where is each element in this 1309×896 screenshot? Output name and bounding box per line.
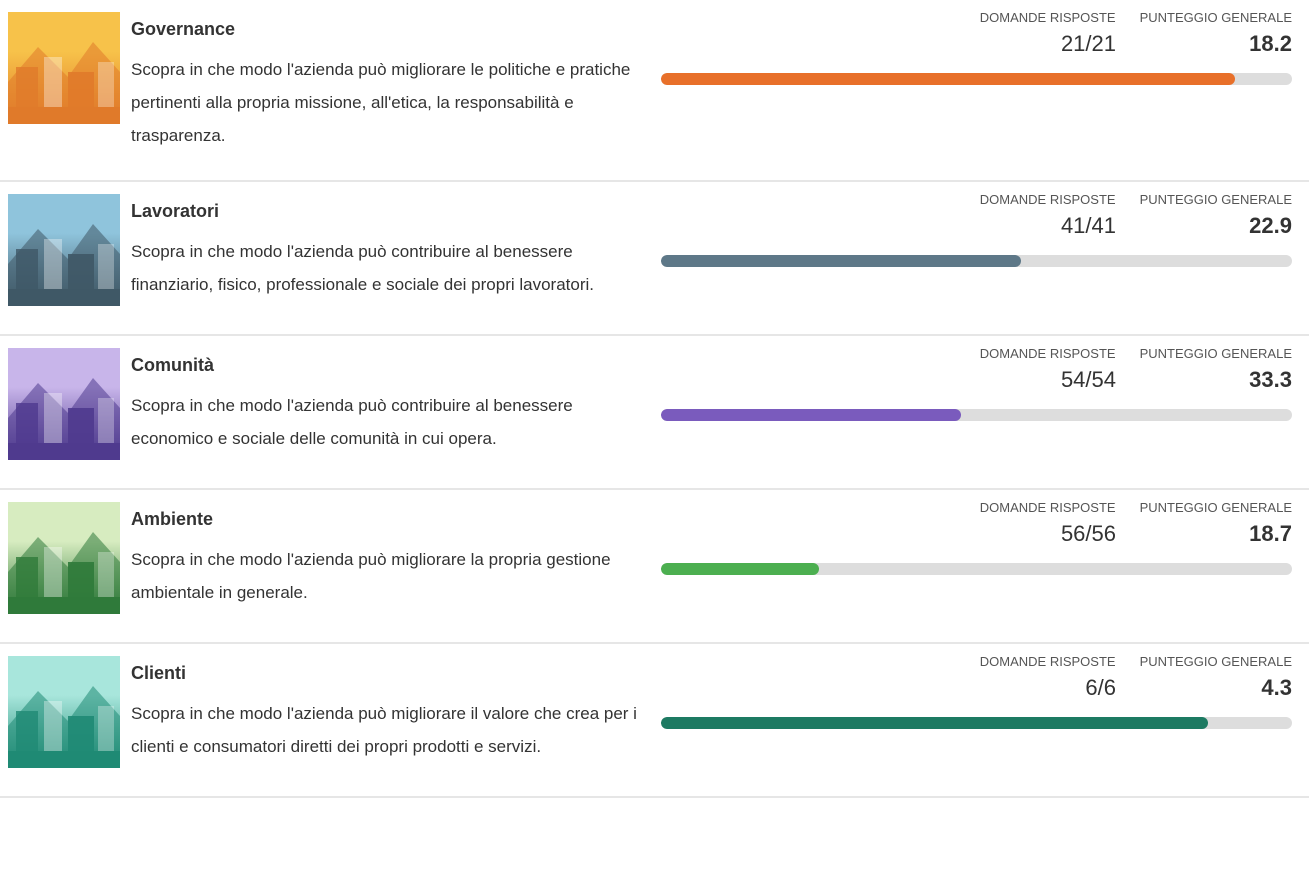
section-title: Lavoratori [131, 201, 220, 221]
progress-track [661, 717, 1292, 729]
score-label: PUNTEGGIO GENERALE [1139, 10, 1292, 25]
progress-track [661, 409, 1292, 421]
score-block: DOMANDE RISPOSTE PUNTEGGIO GENERALE 54/54 3… [661, 346, 1292, 421]
score-labels: DOMANDE RISPOSTE PUNTEGGIO GENERALE [661, 500, 1292, 515]
score-labels: DOMANDE RISPOSTE PUNTEGGIO GENERALE [661, 192, 1292, 207]
thumbnail-art [8, 532, 120, 614]
answered-label: DOMANDE RISPOSTE [979, 10, 1116, 25]
score-labels: DOMANDE RISPOSTE PUNTEGGIO GENERALE [661, 10, 1292, 25]
answered-value: 21/21 [1060, 31, 1116, 56]
score-label: PUNTEGGIO GENERALE [1139, 346, 1292, 361]
thumbnail [8, 502, 120, 614]
text-block: Lavoratori Scopra in che modo l'azienda p… [131, 194, 641, 306]
thumbnail [8, 194, 120, 306]
text-block: Ambiente Scopra in che modo l'azienda può… [131, 502, 641, 614]
thumbnail [8, 656, 120, 768]
progress-track [661, 73, 1292, 85]
impact-row: Governance Scopra in che modo l'azienda p… [0, 0, 1309, 182]
thumbnail-art [8, 686, 120, 768]
answered-label: DOMANDE RISPOSTE [979, 192, 1116, 207]
score-values: 21/21 18.2 [661, 31, 1292, 57]
section-description: Scopra in che modo l'azienda può contrib… [131, 242, 595, 294]
progress-fill [661, 717, 1209, 729]
section-title: Ambiente [131, 509, 214, 529]
section-description: Scopra in che modo l'azienda può miglior… [131, 60, 631, 145]
score-values: 54/54 33.3 [661, 367, 1292, 393]
thumbnail-art [8, 224, 120, 306]
impact-row: Lavoratori Scopra in che modo l'azienda p… [0, 182, 1309, 336]
score-label: PUNTEGGIO GENERALE [1139, 500, 1292, 515]
progress-track [661, 255, 1292, 267]
progress-fill [661, 73, 1236, 85]
answered-value: 54/54 [1060, 367, 1116, 392]
progress-fill [661, 255, 1021, 267]
text-block: Governance Scopra in che modo l'azienda p… [131, 12, 641, 152]
score-value: 33.3 [1249, 367, 1292, 392]
thumbnail-art [8, 42, 120, 124]
score-block: DOMANDE RISPOSTE PUNTEGGIO GENERALE 6/6 4.3 [661, 654, 1292, 729]
score-value: 18.2 [1249, 31, 1292, 56]
answered-label: DOMANDE RISPOSTE [979, 500, 1116, 515]
score-labels: DOMANDE RISPOSTE PUNTEGGIO GENERALE [661, 346, 1292, 361]
thumbnail [8, 348, 120, 460]
score-label: PUNTEGGIO GENERALE [1139, 654, 1292, 669]
score-value: 4.3 [1261, 675, 1292, 700]
impact-row: Comunità Scopra in che modo l'azienda può… [0, 336, 1309, 490]
score-block: DOMANDE RISPOSTE PUNTEGGIO GENERALE 21/21 1… [661, 10, 1292, 85]
impact-list: Governance Scopra in che modo l'azienda p… [0, 0, 1309, 798]
section-description: Scopra in che modo l'azienda può miglior… [131, 550, 611, 602]
section-description: Scopra in che modo l'azienda può contrib… [131, 396, 573, 448]
section-title: Comunità [131, 355, 214, 375]
text-block: Comunità Scopra in che modo l'azienda può… [131, 348, 641, 460]
score-block: DOMANDE RISPOSTE PUNTEGGIO GENERALE 41/41 2… [661, 192, 1292, 267]
score-label: PUNTEGGIO GENERALE [1139, 192, 1292, 207]
score-values: 41/41 22.9 [661, 213, 1292, 239]
score-values: 6/6 4.3 [661, 675, 1292, 701]
impact-row: Clienti Scopra in che modo l'azienda può … [0, 644, 1309, 798]
score-labels: DOMANDE RISPOSTE PUNTEGGIO GENERALE [661, 654, 1292, 669]
answered-value: 6/6 [1085, 675, 1116, 700]
answered-label: DOMANDE RISPOSTE [979, 346, 1116, 361]
score-value: 22.9 [1249, 213, 1292, 238]
progress-fill [661, 563, 819, 575]
thumbnail [8, 12, 120, 124]
answered-value: 41/41 [1060, 213, 1116, 238]
progress-fill [661, 409, 961, 421]
answered-value: 56/56 [1060, 521, 1116, 546]
score-values: 56/56 18.7 [661, 521, 1292, 547]
section-description: Scopra in che modo l'azienda può miglior… [131, 704, 637, 756]
thumbnail-art [8, 378, 120, 460]
section-title: Clienti [131, 663, 187, 683]
progress-track [661, 563, 1292, 575]
section-title: Governance [131, 19, 236, 39]
score-value: 18.7 [1249, 521, 1292, 546]
answered-label: DOMANDE RISPOSTE [979, 654, 1116, 669]
score-block: DOMANDE RISPOSTE PUNTEGGIO GENERALE 56/56 1… [661, 500, 1292, 575]
impact-row: Ambiente Scopra in che modo l'azienda può… [0, 490, 1309, 644]
text-block: Clienti Scopra in che modo l'azienda può … [131, 656, 641, 768]
